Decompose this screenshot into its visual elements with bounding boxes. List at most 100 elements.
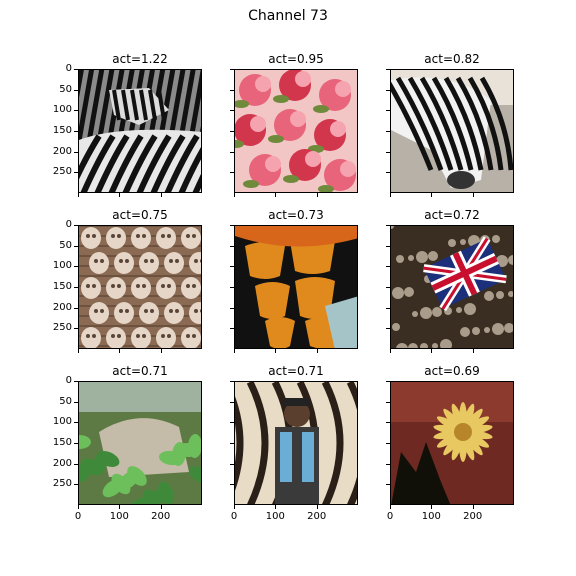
y-tick bbox=[230, 443, 234, 444]
y-tick bbox=[386, 69, 390, 70]
y-tick bbox=[74, 266, 78, 268]
x-tick bbox=[316, 349, 318, 353]
union-jack-image bbox=[390, 225, 514, 349]
x-tick bbox=[472, 349, 474, 353]
y-tick-label: 150 bbox=[52, 437, 72, 448]
panel-title: act=0.69 bbox=[424, 364, 480, 378]
panel-title: act=0.95 bbox=[268, 52, 324, 66]
y-tick-label: 50 bbox=[59, 239, 72, 251]
y-tick bbox=[230, 307, 234, 309]
x-tick-label: 0 bbox=[230, 511, 238, 522]
x-tick bbox=[431, 193, 433, 197]
y-tick bbox=[74, 307, 78, 309]
y-tick bbox=[230, 110, 234, 112]
y-tick bbox=[230, 287, 234, 288]
x-tick bbox=[234, 193, 235, 197]
y-tick bbox=[386, 225, 390, 226]
y-tick-label: 150 bbox=[52, 125, 72, 136]
y-tick bbox=[386, 463, 390, 465]
y-tick bbox=[74, 110, 78, 112]
y-tick-label: 250 bbox=[52, 322, 72, 334]
y-tick bbox=[386, 307, 390, 309]
x-tick-label: 0 bbox=[74, 511, 82, 522]
floral-fabric-icon bbox=[235, 70, 357, 192]
y-tick bbox=[74, 89, 78, 91]
x-tick bbox=[78, 193, 79, 197]
x-tick bbox=[119, 193, 121, 197]
y-tick bbox=[386, 287, 390, 288]
y-tick bbox=[386, 266, 390, 268]
x-tick bbox=[390, 349, 391, 353]
y-tick bbox=[230, 151, 234, 153]
panel-title: act=0.82 bbox=[424, 52, 480, 66]
x-tick bbox=[119, 505, 121, 509]
x-tick-label: 0 bbox=[386, 511, 394, 522]
y-tick-label: 200 bbox=[52, 457, 72, 469]
butterfly-wing-image bbox=[234, 225, 358, 349]
y-tick bbox=[74, 422, 78, 424]
y-tick bbox=[230, 463, 234, 465]
x-tick-label: 200 bbox=[151, 511, 171, 522]
man-mural-image bbox=[234, 381, 358, 505]
y-tick bbox=[230, 328, 234, 330]
panel-title: act=1.22 bbox=[112, 52, 168, 66]
y-tick bbox=[74, 151, 78, 153]
y-tick bbox=[230, 69, 234, 70]
y-tick bbox=[386, 245, 390, 247]
y-tick bbox=[230, 484, 234, 486]
y-tick bbox=[230, 225, 234, 226]
union-jack-icon bbox=[391, 226, 513, 348]
y-tick bbox=[386, 89, 390, 91]
y-tick-label: 0 bbox=[65, 63, 72, 74]
x-tick bbox=[160, 349, 162, 353]
y-tick-label: 100 bbox=[52, 104, 72, 116]
figure-title: Channel 73 bbox=[248, 8, 328, 24]
y-tick-label: 200 bbox=[52, 301, 72, 313]
y-tick-label: 250 bbox=[52, 478, 72, 490]
rocks-leaves-icon bbox=[79, 382, 201, 504]
butterfly-wing-icon bbox=[235, 226, 357, 348]
x-tick bbox=[390, 193, 391, 197]
y-tick-label: 200 bbox=[52, 145, 72, 157]
x-tick bbox=[275, 349, 277, 353]
y-tick-label: 50 bbox=[59, 83, 72, 95]
x-tick-label: 100 bbox=[421, 511, 441, 522]
x-tick bbox=[431, 505, 433, 509]
y-tick bbox=[230, 381, 234, 382]
y-tick-label: 250 bbox=[52, 166, 72, 178]
y-tick-label: 50 bbox=[59, 395, 72, 407]
zebra-grazing-image bbox=[390, 69, 514, 193]
y-tick bbox=[74, 443, 78, 444]
y-tick-label: 0 bbox=[65, 375, 72, 386]
y-tick bbox=[386, 401, 390, 403]
y-tick bbox=[74, 131, 78, 132]
x-tick bbox=[160, 505, 162, 509]
x-tick bbox=[119, 349, 121, 353]
y-tick bbox=[386, 110, 390, 112]
x-tick bbox=[234, 349, 235, 353]
y-tick bbox=[386, 443, 390, 444]
y-tick bbox=[74, 463, 78, 465]
panel-title: act=0.72 bbox=[424, 208, 480, 222]
flower-icon bbox=[391, 382, 513, 504]
panel-title: act=0.71 bbox=[268, 364, 324, 378]
panel-title: act=0.73 bbox=[268, 208, 324, 222]
y-tick bbox=[386, 422, 390, 424]
y-tick bbox=[74, 328, 78, 330]
x-tick bbox=[78, 505, 79, 509]
x-tick bbox=[78, 349, 79, 353]
x-tick-label: 200 bbox=[463, 511, 483, 522]
cookie-tray-icon bbox=[79, 226, 201, 348]
y-tick-label: 100 bbox=[52, 260, 72, 272]
y-tick bbox=[74, 484, 78, 486]
x-tick bbox=[431, 349, 433, 353]
y-tick bbox=[386, 484, 390, 486]
man-mural-icon bbox=[235, 382, 357, 504]
y-tick bbox=[386, 172, 390, 174]
y-tick bbox=[230, 266, 234, 268]
x-tick bbox=[160, 193, 162, 197]
y-tick bbox=[230, 131, 234, 132]
y-tick bbox=[74, 225, 78, 226]
x-tick bbox=[390, 505, 391, 509]
y-tick bbox=[74, 401, 78, 403]
